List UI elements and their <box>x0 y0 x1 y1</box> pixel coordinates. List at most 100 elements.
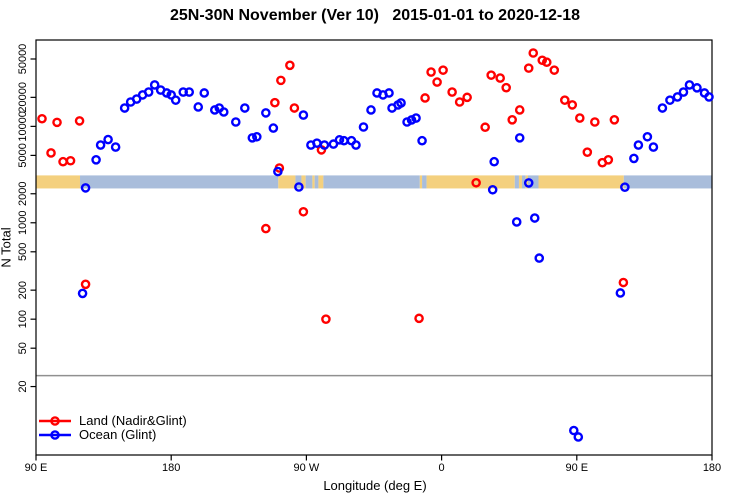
data-point-ocean <box>77 288 88 299</box>
legend-item-land: Land (Nadir&Glint) <box>37 414 187 428</box>
data-point-ocean <box>384 88 394 98</box>
data-point-ocean <box>298 110 309 120</box>
data-point-ocean <box>312 138 322 148</box>
data-point-land <box>52 117 62 128</box>
surface-band-land <box>419 175 423 189</box>
data-point-ocean <box>358 122 369 132</box>
data-point-land <box>528 48 539 58</box>
surface-band-ocean <box>314 175 319 189</box>
data-point-ocean <box>80 183 91 193</box>
surface-band-land <box>278 175 296 189</box>
plot-frame <box>35 39 713 456</box>
data-point-ocean <box>161 88 172 98</box>
x-tick-label: 0 <box>439 462 445 474</box>
y-tick-label: 50000 <box>17 44 29 75</box>
data-point-land <box>438 65 448 75</box>
legend-item-ocean: Ocean (Glint) <box>37 428 187 442</box>
data-point-ocean <box>184 87 195 97</box>
data-point-land <box>80 279 91 290</box>
y-tick-label: 200 <box>17 281 29 299</box>
data-point-land <box>514 105 525 115</box>
data-point-ocean <box>406 115 417 125</box>
y-tick-label: 50 <box>17 342 29 354</box>
y-tick-label: 100 <box>17 310 29 328</box>
data-point-ocean <box>328 139 339 149</box>
data-point-ocean <box>230 117 241 127</box>
data-point-ocean <box>240 103 250 113</box>
data-point-land <box>575 113 585 123</box>
data-point-ocean <box>568 425 579 436</box>
data-point-land <box>289 103 300 113</box>
data-point-ocean <box>573 432 584 442</box>
legend-label-ocean: Ocean (Glint) <box>79 427 157 442</box>
data-point-ocean <box>633 140 644 150</box>
data-point-ocean <box>334 135 345 145</box>
legend: Land (Nadir&Glint) Ocean (Glint) <box>37 414 187 442</box>
surface-band-ocean <box>623 175 712 189</box>
data-point-land <box>582 147 593 157</box>
data-point-ocean <box>657 103 668 113</box>
data-point-ocean <box>620 182 630 192</box>
data-point-ocean <box>366 105 376 115</box>
data-point-land <box>276 75 286 86</box>
data-point-land <box>270 97 280 108</box>
data-point-land <box>447 87 457 97</box>
legend-land-circle <box>50 416 60 426</box>
data-point-land <box>462 92 472 103</box>
data-point-ocean <box>523 178 534 188</box>
data-point-land <box>471 177 481 188</box>
data-point-land <box>420 93 430 103</box>
x-axis-label: Longitude (deg E) <box>323 478 427 493</box>
surface-band-ocean <box>305 175 313 189</box>
data-point-ocean <box>319 140 330 150</box>
data-point-ocean <box>247 133 258 143</box>
data-point-ocean <box>514 133 525 143</box>
legend-ocean-circle <box>50 430 60 440</box>
legend-label-land: Land (Nadir&Glint) <box>79 413 187 428</box>
data-point-land <box>261 223 271 234</box>
data-point-ocean <box>193 102 204 112</box>
data-point-ocean <box>534 253 545 263</box>
data-point-land <box>495 73 505 83</box>
data-point-ocean <box>487 184 498 195</box>
data-point-land <box>414 313 424 324</box>
data-point-ocean <box>648 142 659 152</box>
data-point-land <box>523 63 534 73</box>
data-point-land <box>46 148 56 158</box>
surface-band-land <box>525 175 528 189</box>
x-tick-label: 90 W <box>294 462 320 474</box>
data-point-ocean <box>170 95 181 105</box>
data-point-land <box>432 77 442 87</box>
x-tick-label: 90 E <box>25 462 48 474</box>
surface-band-land <box>538 175 624 189</box>
chart-title: 25N-30N November (Ver 10) 2015-01-01 to … <box>170 7 580 24</box>
surface-band-ocean <box>521 175 526 189</box>
y-tick-label: 20 <box>17 380 29 392</box>
surface-band-land <box>426 175 515 189</box>
data-point-land <box>541 57 552 68</box>
surface-band-ocean <box>422 175 427 189</box>
data-point-land <box>501 82 511 93</box>
data-point-ocean <box>149 80 160 90</box>
data-point-ocean <box>273 166 283 177</box>
y-tick-label: 20000 <box>17 82 29 113</box>
data-point-ocean <box>166 90 176 100</box>
data-point-land <box>549 65 560 75</box>
data-point-ocean <box>218 107 229 117</box>
y-tick-label: 5000 <box>17 143 29 167</box>
data-point-land <box>590 117 600 127</box>
data-point-ocean <box>665 95 675 105</box>
data-point-ocean <box>529 213 540 223</box>
data-point-land <box>65 155 76 166</box>
data-point-ocean <box>411 113 421 123</box>
data-point-ocean <box>684 80 695 90</box>
data-point-ocean <box>110 142 121 152</box>
data-point-ocean <box>629 153 639 164</box>
y-tick-label: 10000 <box>17 111 29 142</box>
data-point-land <box>454 97 465 107</box>
y-tick-label: 2000 <box>17 182 29 206</box>
surface-band-ocean <box>514 175 519 189</box>
data-point-ocean <box>119 103 130 113</box>
data-point-ocean <box>672 92 683 102</box>
data-point-ocean <box>91 155 101 165</box>
